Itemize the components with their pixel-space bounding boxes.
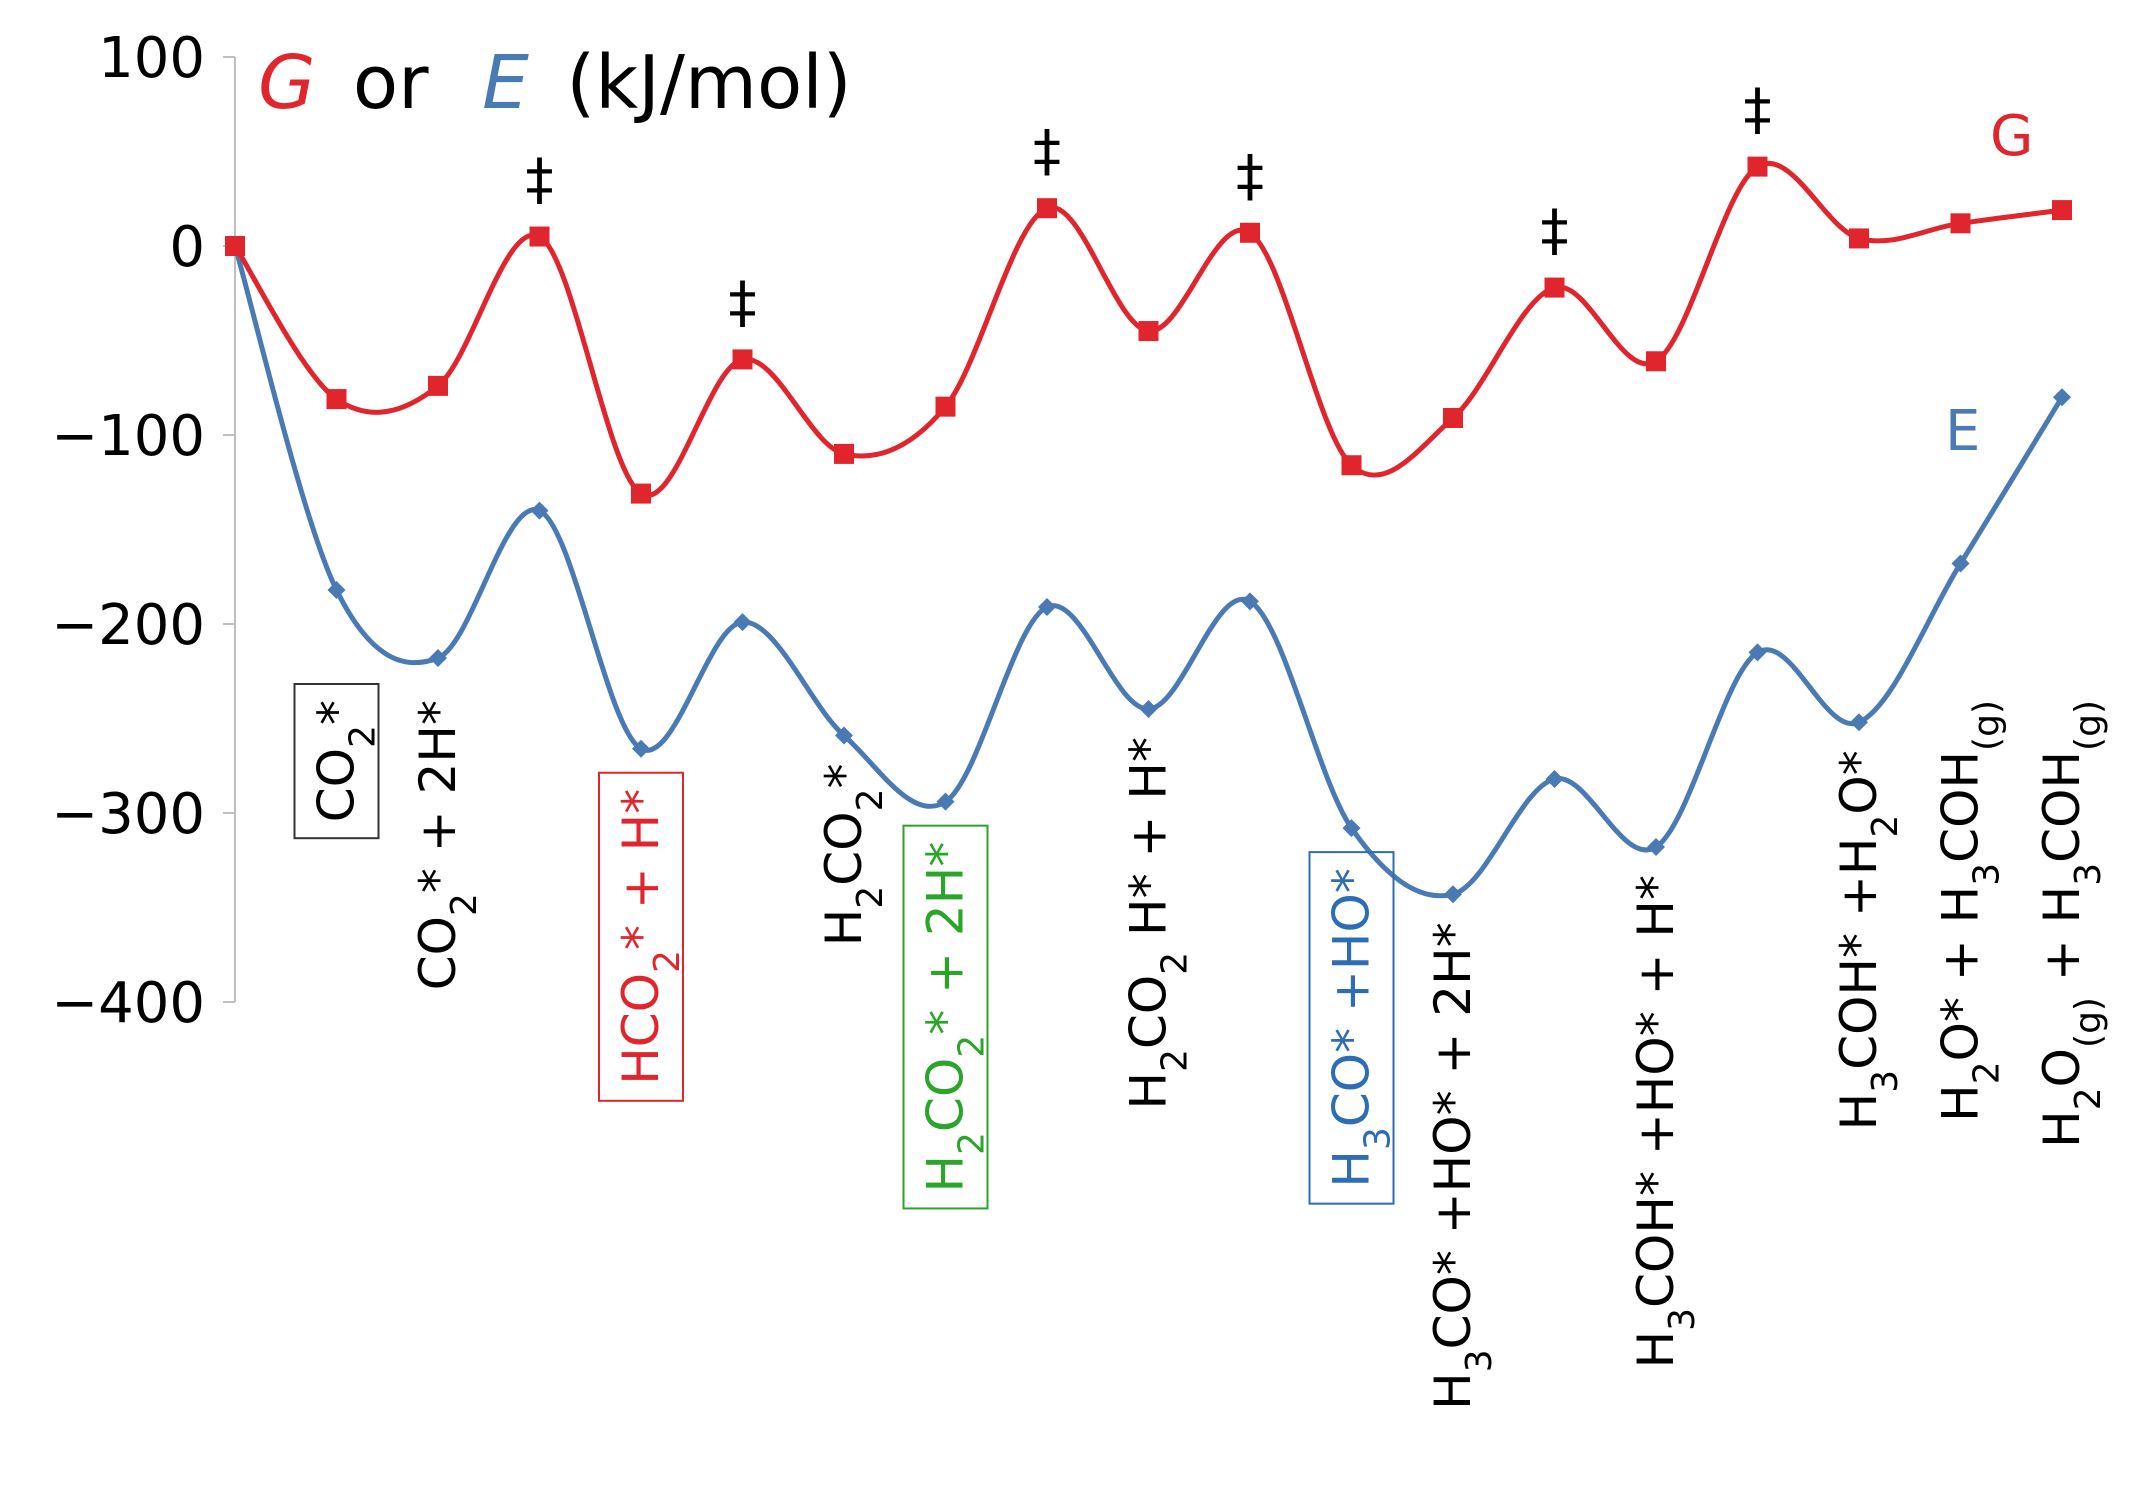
data-point-e	[835, 726, 853, 745]
state-label: H3COH* +H2O*	[1830, 750, 1906, 1130]
state-label-text: H3COH* +H2O*	[1830, 750, 1906, 1130]
transition-state-mark: ‡	[1033, 119, 1061, 184]
state-label: H2O* + H3COH(g)	[1932, 700, 2008, 1122]
state-label: H3COH* +HO* + H*	[1627, 875, 1703, 1368]
state-label: H3CO* +HO* + 2H*	[1424, 922, 1500, 1410]
state-label-text: CO2* + 2H*	[409, 700, 485, 990]
state-label-box	[598, 771, 684, 1102]
data-point-g	[225, 236, 245, 256]
series-label-g: G	[1990, 104, 2033, 169]
data-point-g	[2052, 200, 2072, 221]
data-point-g	[1443, 407, 1463, 428]
state-label-text: H2CO2*	[815, 764, 891, 947]
data-point-e	[1545, 769, 1564, 788]
state-labels: CO2* CO2* + 2H* HCO2* + H* H2CO2* H2CO2* + 2…	[293, 683, 2109, 1410]
data-point-g	[732, 349, 753, 370]
data-point-e	[1850, 713, 1868, 732]
y-tick-label: −100	[51, 404, 205, 469]
series	[225, 156, 2072, 904]
chart-title: G or E (kJ/mol)	[258, 40, 852, 126]
data-point-e	[530, 501, 549, 520]
data-point-g	[529, 226, 550, 247]
data-point-e	[1139, 700, 1158, 719]
data-point-e	[632, 739, 650, 758]
data-point-e	[2053, 388, 2071, 407]
data-point-e	[429, 649, 447, 668]
data-point-g	[631, 483, 651, 504]
state-label: HCO2* + H*	[598, 771, 688, 1102]
transition-state-mark: ‡	[729, 270, 757, 335]
title-units: (kJ/mol)	[566, 40, 851, 126]
y-tick-label: 100	[98, 26, 205, 91]
data-point-g	[834, 443, 854, 464]
data-point-g	[1747, 156, 1768, 177]
data-point-g	[1544, 277, 1565, 298]
title-e: E	[482, 40, 529, 126]
data-point-e	[1748, 643, 1767, 662]
transition-state-mark: ‡	[1541, 199, 1569, 264]
state-label-text: H2CO2* + 2H*	[917, 842, 993, 1193]
state-label-text: H2O* + H3COH(g)	[1932, 700, 2008, 1122]
data-point-g	[1037, 198, 1057, 219]
state-label-box	[293, 683, 380, 840]
data-point-g	[1646, 351, 1666, 372]
state-label: H2CO2* + 2H*	[902, 824, 993, 1210]
transition-state-mark: ‡	[1236, 144, 1264, 209]
data-point-g	[1849, 228, 1869, 249]
series-label-e: E	[1945, 399, 1980, 464]
y-tick-label: 0	[169, 215, 205, 280]
data-point-g	[1240, 222, 1260, 243]
state-label-text: H3CO* +HO*	[1323, 868, 1399, 1188]
state-label-text: HCO2* + H*	[612, 789, 688, 1085]
state-label-box	[1308, 851, 1395, 1205]
series-e	[226, 237, 2071, 904]
y-tick-label: −300	[51, 782, 205, 847]
state-label: H2CO2 H* + H*	[1120, 737, 1196, 1109]
data-point-e	[1647, 838, 1665, 857]
data-point-g	[935, 396, 956, 417]
state-label-box	[902, 824, 989, 1210]
data-point-e	[1342, 819, 1361, 838]
state-label-text: H2CO2 H* + H*	[1120, 737, 1196, 1109]
data-point-e	[327, 580, 346, 599]
state-label: H2O(g) + H3COH(g)	[2033, 700, 2109, 1148]
y-axis: 100 0 −100 −200 −300 −400	[51, 26, 236, 1036]
data-point-e	[733, 613, 752, 632]
data-point-g	[428, 375, 448, 396]
state-label-text: H2O(g) + H3COH(g)	[2033, 700, 2109, 1148]
title-g: G	[258, 40, 315, 126]
state-label-text: CO2*	[308, 700, 384, 822]
transition-state-mark: ‡	[1744, 78, 1772, 143]
data-point-e	[1241, 592, 1259, 611]
data-point-e	[1951, 554, 1970, 573]
series-g	[225, 156, 2072, 504]
title-or: or	[353, 40, 429, 126]
transition-state-mark: ‡	[526, 148, 554, 213]
data-point-g	[1138, 321, 1159, 342]
y-tick-label: −200	[51, 593, 205, 658]
data-point-g	[326, 389, 347, 410]
state-label: CO2*	[293, 683, 384, 840]
state-label: H3CO* +HO*	[1308, 851, 1399, 1205]
state-label-text: H3COH* +HO* + H*	[1627, 875, 1703, 1368]
state-label-text: H3CO* +HO* + 2H*	[1424, 922, 1500, 1410]
data-point-e	[1038, 597, 1056, 616]
data-point-g	[1950, 213, 1971, 234]
transition-state-marks: ‡ ‡ ‡ ‡ ‡ ‡	[526, 78, 1772, 336]
y-tick-label: −400	[51, 971, 205, 1036]
state-label: CO2* + 2H*	[409, 700, 485, 990]
state-label: H2CO2*	[815, 764, 891, 947]
data-point-g	[1341, 455, 1362, 476]
data-point-e	[1444, 885, 1462, 904]
data-point-e	[936, 792, 955, 811]
